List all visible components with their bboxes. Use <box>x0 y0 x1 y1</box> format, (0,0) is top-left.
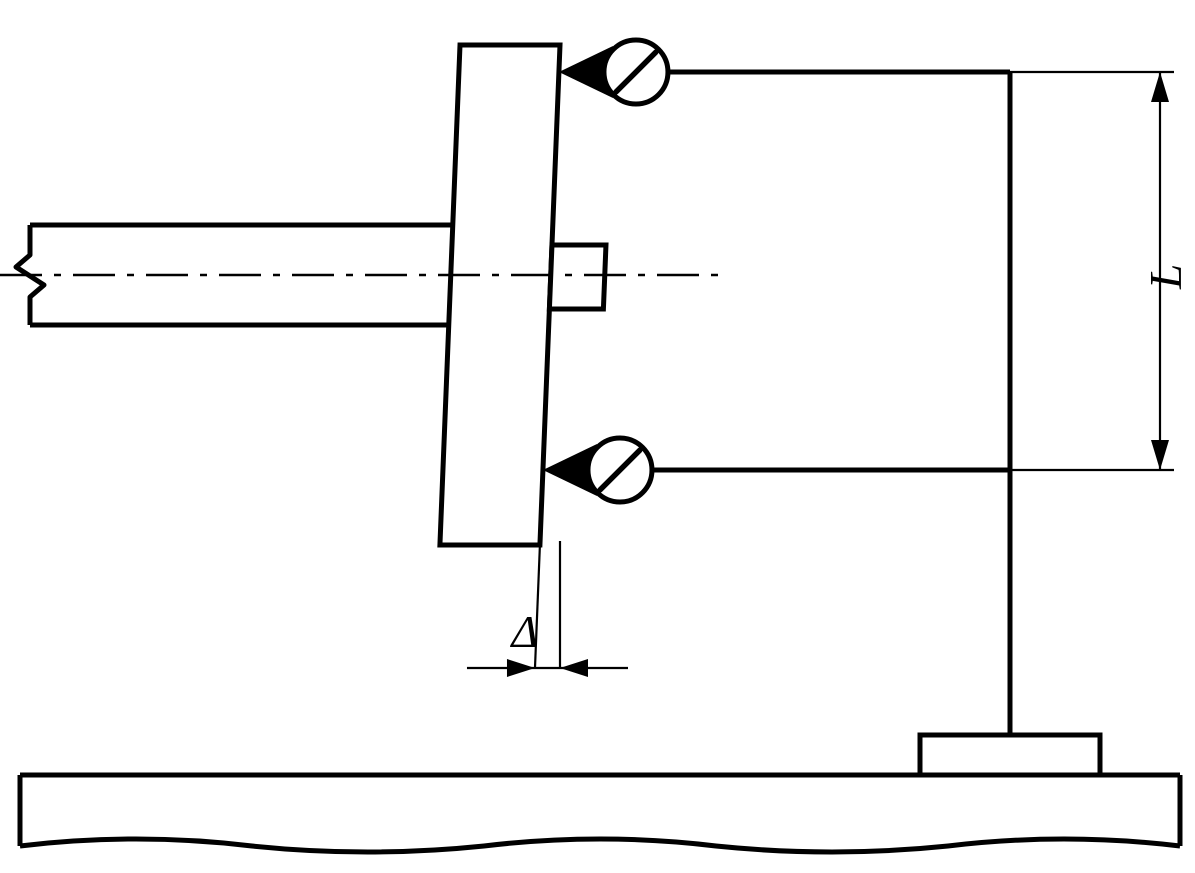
label-length: L <box>1140 264 1192 289</box>
label-delta: Δ <box>511 606 538 658</box>
mechanical-diagram <box>0 0 1195 873</box>
